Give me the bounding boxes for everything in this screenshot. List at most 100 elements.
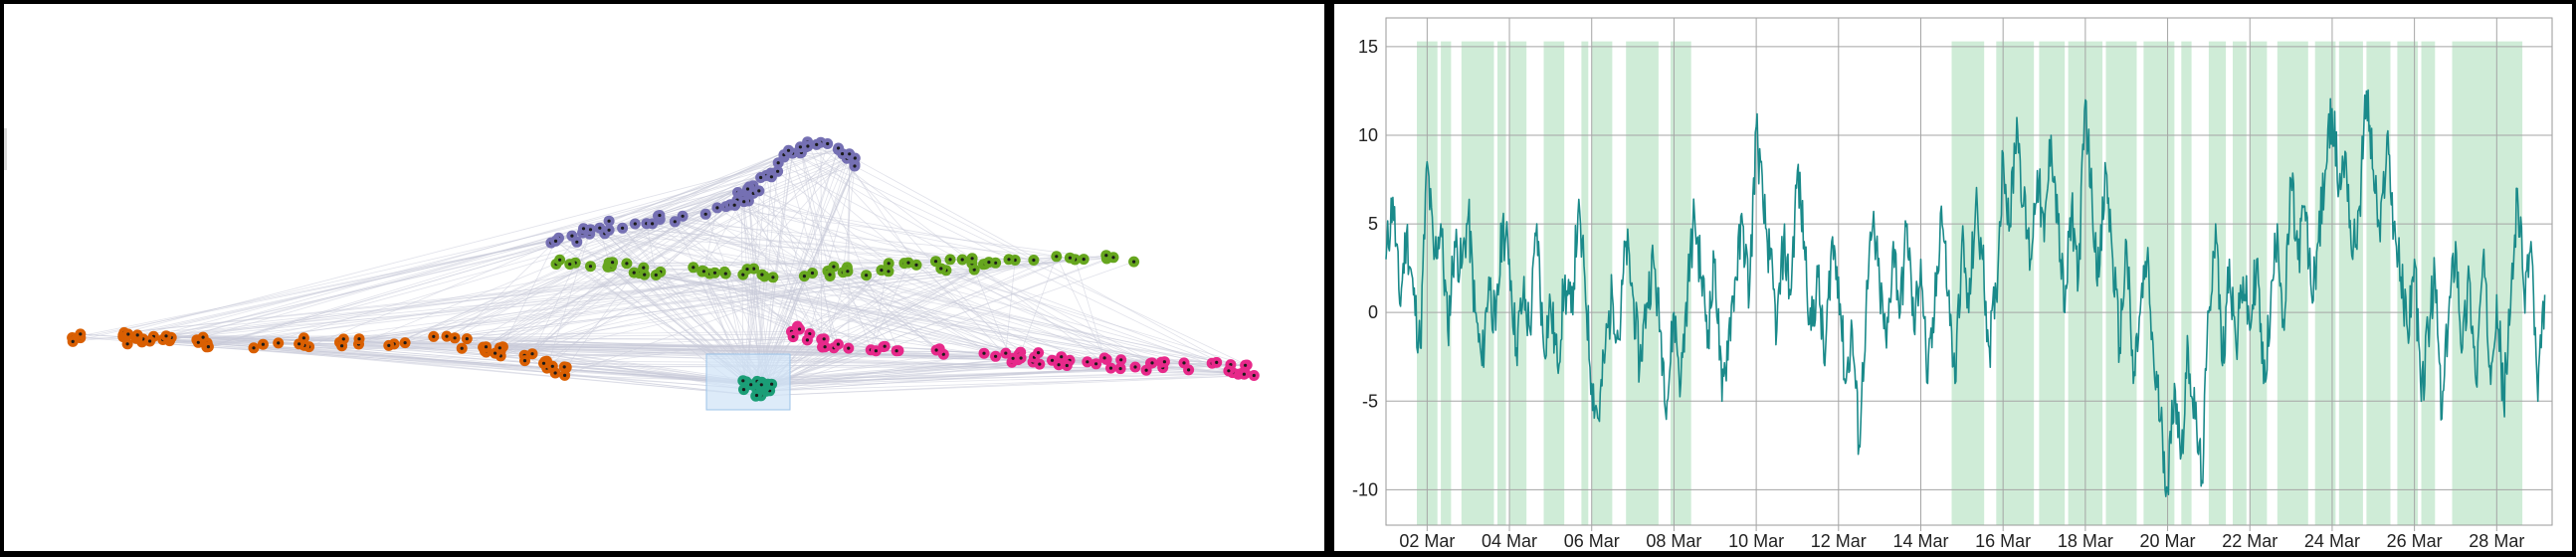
graph-node-center [494, 351, 497, 355]
y-tick-label: -5 [1362, 391, 1378, 411]
graph-edge [162, 270, 703, 340]
graph-node-center [126, 332, 130, 336]
graph-node-center [941, 352, 945, 356]
y-tick-label: 15 [1358, 37, 1378, 57]
graph-node-center [823, 345, 827, 349]
graph-edge [1056, 256, 1105, 359]
graph-node-center [972, 268, 976, 272]
graph-edge [788, 150, 835, 268]
graph-node-center [1227, 369, 1231, 373]
graph-node-center [771, 276, 775, 279]
graph-node-center [887, 270, 891, 274]
graph-edge [675, 221, 1163, 368]
graph-node-center [1187, 368, 1191, 372]
graph-edge [343, 338, 771, 385]
graph-edge [765, 175, 800, 330]
graph-edge [165, 227, 623, 337]
graph-node-center [1144, 368, 1148, 372]
graph-node-center [581, 227, 586, 231]
graph-node-center [553, 239, 558, 243]
graph-node-center [341, 337, 345, 341]
graph-node-center [71, 339, 75, 343]
graph-node-center [79, 332, 83, 336]
graph-edge [196, 276, 765, 341]
highlight-band [2397, 41, 2419, 525]
plot-frame [1385, 17, 2553, 526]
graph-node-center [776, 161, 780, 165]
graph-node-center [1244, 363, 1248, 367]
graph-edge [748, 200, 823, 348]
graph-node-center [805, 338, 810, 342]
graph-node-center [453, 336, 457, 340]
graph-edge [500, 349, 872, 357]
y-axis: 15 10 5 0 -5 -10 [1352, 37, 1378, 499]
graph-node-center [301, 336, 305, 340]
graph-node-center [1102, 356, 1106, 360]
graph-node-center [607, 228, 611, 232]
graph-node-center [853, 164, 857, 168]
x-tick-label: 16 Mar [1975, 531, 2031, 551]
graph-node-center [568, 263, 572, 267]
graph-node-center [752, 267, 756, 271]
graph-node-center [607, 219, 611, 223]
graph-edge [714, 272, 1006, 354]
graph-node-center [692, 266, 695, 270]
graph-node-center [786, 148, 791, 152]
graph-node-center [797, 327, 802, 331]
graph-node-center [894, 349, 898, 353]
graph-node-center [1162, 360, 1166, 364]
network-graph-panel[interactable] [4, 4, 1324, 551]
graph-edge [1005, 260, 1016, 354]
graph-edge [725, 273, 877, 352]
graph-edge [806, 165, 856, 340]
graph-edge [833, 266, 944, 355]
graph-edge [783, 154, 839, 345]
graph-edge [123, 271, 704, 333]
graph-node-center [621, 226, 625, 230]
graph-node-center [828, 273, 832, 277]
graph-edge [206, 240, 556, 348]
series-line-path [1385, 89, 2546, 497]
y-tick-label: 0 [1368, 302, 1378, 322]
network-graph[interactable] [4, 4, 1324, 551]
graph-node-center [196, 340, 200, 344]
graph-node-center [1032, 258, 1036, 263]
highlight-band [1543, 41, 1565, 525]
graph-edge [771, 265, 917, 385]
graph-node-center [1068, 256, 1072, 260]
graph-edge [531, 216, 684, 354]
highlight-band [1509, 41, 1527, 525]
graph-node-center [588, 228, 593, 232]
x-tick-label: 08 Mar [1646, 531, 1701, 551]
graph-node-center [745, 268, 749, 272]
graph-edge [455, 337, 1096, 365]
graph-edge [824, 260, 1035, 340]
graph-edge [763, 257, 1114, 387]
graph-edge [847, 153, 851, 272]
x-tick-label: 04 Mar [1482, 531, 1537, 551]
graph-node-center [741, 388, 746, 392]
graph-node-center [759, 175, 763, 180]
graph-node-center [252, 346, 256, 350]
graph-node-center [732, 203, 736, 207]
graph-node-center [1065, 363, 1069, 368]
graph-node-center [883, 344, 887, 348]
graph-edge [940, 268, 1153, 364]
graph-node-center [1242, 372, 1246, 376]
graph-edge [546, 157, 856, 362]
graph-edge [546, 234, 590, 369]
highlight-band [1951, 41, 1985, 525]
highlight-band [2105, 41, 2137, 525]
graph-node-center [598, 226, 602, 230]
time-series-chart[interactable]: 15 10 5 0 -5 -10 02 Mar 04 Mar 06 Mar 08 Mar 10 M… [1334, 4, 2572, 551]
graph-node-center [403, 341, 407, 345]
graph-node-center [522, 359, 527, 363]
graph-node-center [887, 262, 891, 266]
panel-resize-handle[interactable] [4, 128, 7, 170]
graph-node-center [776, 169, 780, 173]
graph-node-center [460, 346, 464, 350]
graph-node-center [806, 144, 810, 148]
graph-edge [483, 158, 853, 348]
graph-node-center [465, 337, 469, 341]
graph-edge [843, 272, 996, 357]
